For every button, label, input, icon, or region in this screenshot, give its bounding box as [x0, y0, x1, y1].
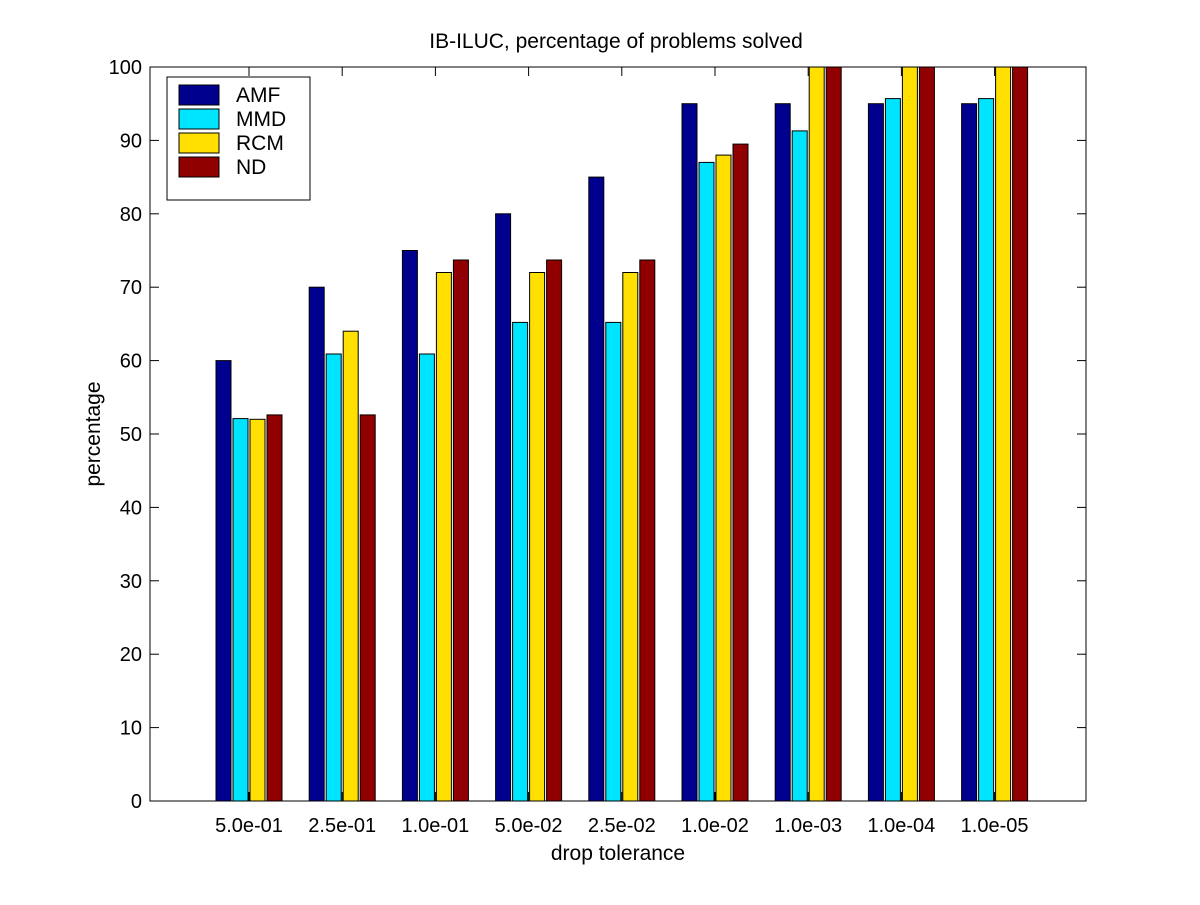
legend-swatch-mmd [178, 108, 220, 130]
x-axis-label: drop tolerance [551, 842, 685, 865]
x-tick-label: 5.0e-01 [215, 815, 283, 837]
bar-amf-8 [961, 103, 978, 802]
bar-mmd-5 [698, 161, 715, 802]
y-tick-label: 80 [120, 204, 142, 226]
chart-title: IB-ILUC, percentage of problems solved [429, 30, 803, 53]
bar-amf-4 [588, 176, 605, 802]
bar-rcm-0 [249, 418, 266, 802]
bar-amf-0 [215, 360, 232, 802]
y-tick-label: 20 [120, 644, 142, 666]
bar-amf-1 [308, 286, 325, 802]
bar-nd-7 [918, 66, 935, 802]
bar-mmd-8 [978, 98, 995, 802]
legend-swatch-rcm [178, 132, 220, 154]
bar-rcm-5 [715, 154, 732, 802]
legend-label-mmd: MMD [236, 108, 286, 131]
y-tick-label: 40 [120, 497, 142, 519]
bar-nd-6 [825, 66, 842, 802]
bar-amf-2 [401, 250, 418, 802]
bar-rcm-1 [342, 330, 359, 802]
x-tick-label: 1.0e-03 [774, 815, 842, 837]
bar-mmd-2 [418, 353, 435, 802]
bar-nd-0 [266, 414, 283, 802]
bar-nd-5 [732, 143, 749, 802]
legend-swatch-nd [178, 156, 220, 178]
y-tick-label: 0 [131, 791, 142, 813]
x-tick-label: 2.5e-01 [308, 815, 376, 837]
y-axis: 0 10 20 30 40 50 60 70 80 90 100 [109, 57, 1086, 813]
legend-label-nd: ND [236, 156, 266, 179]
y-tick-label: 60 [120, 351, 142, 373]
y-tick-label: 100 [109, 57, 142, 79]
bar-mmd-6 [791, 130, 808, 802]
bar-mmd-3 [512, 321, 529, 802]
legend-label-amf: AMF [236, 84, 280, 107]
y-axis-label: percentage [82, 381, 105, 486]
bar-nd-2 [452, 259, 469, 802]
x-axis: 5.0e-01 2.5e-01 1.0e-01 5.0e-02 2.5e-02 1.0e-… [215, 67, 1029, 837]
bar-nd-1 [359, 414, 376, 802]
x-tick-label: 1.0e-04 [867, 815, 935, 837]
bar-amf-6 [774, 103, 791, 802]
bar-amf-3 [495, 213, 512, 802]
bar-mmd-0 [232, 418, 249, 802]
bar-nd-4 [639, 259, 656, 802]
bar-amf-5 [681, 103, 698, 802]
bar-nd-3 [546, 259, 563, 802]
x-tick-label: 5.0e-02 [495, 815, 563, 837]
bar-rcm-8 [995, 66, 1012, 802]
bar-rcm-7 [901, 66, 918, 802]
bar-rcm-2 [435, 272, 452, 802]
bar-mmd-1 [325, 353, 342, 802]
bar-rcm-3 [529, 272, 546, 802]
legend-swatch-amf [178, 84, 220, 106]
y-tick-label: 70 [120, 277, 142, 299]
bar-mmd-4 [605, 321, 622, 802]
bar-mmd-7 [884, 98, 901, 802]
y-tick-label: 50 [120, 424, 142, 446]
y-tick-label: 30 [120, 571, 142, 593]
bar-rcm-6 [808, 66, 825, 802]
x-tick-label: 1.0e-01 [401, 815, 469, 837]
bars-group [215, 66, 1029, 802]
x-tick-label: 1.0e-02 [681, 815, 749, 837]
y-tick-label: 90 [120, 130, 142, 152]
x-tick-label: 2.5e-02 [588, 815, 656, 837]
legend-label-rcm: RCM [236, 132, 284, 155]
bar-nd-8 [1012, 66, 1029, 802]
x-tick-label: 1.0e-05 [961, 815, 1029, 837]
bar-rcm-4 [622, 272, 639, 802]
bar-amf-7 [867, 103, 884, 802]
y-tick-label: 10 [120, 718, 142, 740]
